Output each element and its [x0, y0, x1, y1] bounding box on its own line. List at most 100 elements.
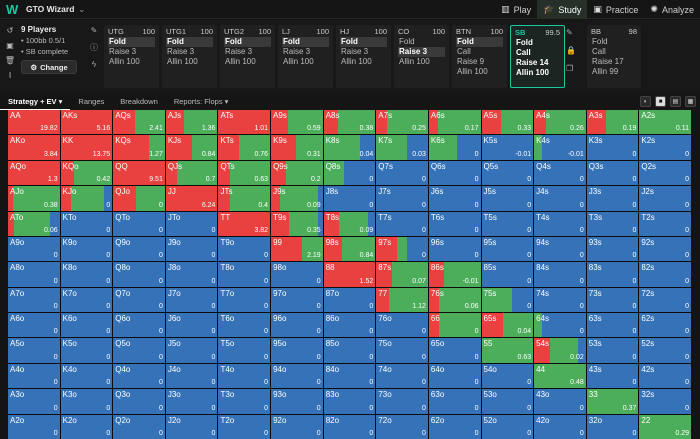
hand-cell[interactable]: T5s 0: [481, 211, 534, 236]
action-option[interactable]: Allin 100: [167, 57, 198, 66]
copy-icon[interactable]: ❐: [566, 64, 574, 73]
hand-cell[interactable]: T5o 0: [218, 338, 271, 363]
tab-0[interactable]: Strategy + EV ▾: [0, 93, 71, 110]
hand-cell[interactable]: T7o 0: [218, 287, 271, 313]
position-co[interactable]: CO 100 Fold Raise 3 Allin 100: [394, 25, 449, 88]
hand-cell[interactable]: 87s 0.07: [376, 262, 428, 287]
hand-cell[interactable]: Q7s 0: [376, 160, 428, 186]
hand-cell[interactable]: J5s 0: [481, 186, 534, 211]
action-option[interactable]: Fold: [399, 37, 415, 46]
nav-analyze[interactable]: ✺ Analyze: [644, 0, 700, 19]
hand-cell[interactable]: 98s 0.84: [323, 236, 376, 262]
hand-cell[interactable]: 52s 0: [639, 338, 691, 363]
hand-cell[interactable]: QJs 0.7: [165, 160, 218, 186]
hand-cell[interactable]: J8o 0: [165, 262, 218, 287]
hand-cell[interactable]: 52o 0: [481, 414, 534, 439]
action-option[interactable]: Fold: [108, 37, 155, 47]
hand-cell[interactable]: QTo 0: [113, 211, 165, 236]
action-option[interactable]: Raise 17: [592, 57, 624, 66]
hand-cell[interactable]: 73s 0: [586, 287, 639, 313]
hand-cell[interactable]: 42o 0: [534, 414, 586, 439]
hand-cell[interactable]: 53s 0: [586, 338, 639, 363]
hand-cell[interactable]: A9s 0.59: [271, 110, 323, 135]
hand-cell[interactable]: A5s 0.33: [481, 110, 534, 135]
position-hj[interactable]: HJ 100 Fold Raise 3 Allin 100: [336, 25, 391, 88]
hand-cell[interactable]: Q4o 0: [113, 363, 165, 389]
hand-cell[interactable]: 86o 0: [323, 313, 376, 338]
hand-cell[interactable]: KK 13.75: [60, 135, 113, 160]
hand-cell[interactable]: 53o 0: [481, 389, 534, 414]
hand-cell[interactable]: K6s 0: [428, 135, 481, 160]
info-icon[interactable]: ⓘ: [90, 43, 98, 52]
tab-3[interactable]: Reports: Flops ▾: [173, 97, 229, 106]
hand-cell[interactable]: K2o 0: [60, 414, 113, 439]
save-icon[interactable]: ▣: [6, 41, 14, 50]
hand-cell[interactable]: Q8s 0: [323, 160, 376, 186]
hand-cell[interactable]: 65o 0: [428, 338, 481, 363]
hand-cell[interactable]: 95o 0: [271, 338, 323, 363]
hand-cell[interactable]: 74s 0: [534, 287, 586, 313]
pencil-icon[interactable]: ✎: [90, 26, 98, 35]
settings-view-icon[interactable]: ◐: [640, 96, 651, 107]
action-option[interactable]: Allin 100: [283, 57, 314, 66]
hand-cell[interactable]: 88 1.52: [323, 262, 376, 287]
hand-cell[interactable]: K5o 0: [60, 338, 113, 363]
hand-cell[interactable]: Q7o 0: [113, 287, 165, 313]
hand-cell[interactable]: 82s 0: [639, 262, 691, 287]
action-option[interactable]: Raise 14: [516, 58, 549, 67]
hand-cell[interactable]: 93s 0: [586, 236, 639, 262]
action-option[interactable]: Call: [516, 48, 531, 57]
hand-cell[interactable]: Q4s 0: [534, 160, 586, 186]
hand-cell[interactable]: K9s 0.31: [271, 135, 323, 160]
hand-cell[interactable]: A2o 0: [8, 414, 60, 439]
hand-cell[interactable]: QQ 9.51: [113, 160, 165, 186]
hand-cell[interactable]: T9s 0.35: [271, 211, 323, 236]
action-option[interactable]: Raise 3: [283, 47, 311, 56]
hand-cell[interactable]: K5s -0.01: [481, 135, 534, 160]
reset-icon[interactable]: ↺: [6, 26, 14, 35]
tab-1[interactable]: Ranges: [78, 97, 105, 106]
hand-cell[interactable]: KTo 0: [60, 211, 113, 236]
split-view-icon[interactable]: ▤: [670, 96, 681, 107]
hand-cell[interactable]: J7s 0: [376, 186, 428, 211]
hand-cell[interactable]: QTs 0.63: [218, 160, 271, 186]
action-option[interactable]: Fold: [592, 37, 608, 46]
hand-cell[interactable]: JJ 6.24: [165, 186, 218, 211]
hand-cell[interactable]: A4o 0: [8, 363, 60, 389]
hand-cell[interactable]: Q9s 0.2: [271, 160, 323, 186]
hand-cell[interactable]: 99 2.19: [271, 236, 323, 262]
action-option[interactable]: Raise 3: [398, 47, 445, 57]
hand-cell[interactable]: 22 0.29: [639, 414, 691, 439]
hand-cell[interactable]: A6s 0.17: [428, 110, 481, 135]
hand-cell[interactable]: KTs 0.76: [218, 135, 271, 160]
hand-cell[interactable]: 72o 0: [376, 414, 428, 439]
hand-cell[interactable]: A5o 0: [8, 338, 60, 363]
hand-cell[interactable]: Q5o 0: [113, 338, 165, 363]
hand-cell[interactable]: JTo 0: [165, 211, 218, 236]
hand-cell[interactable]: 55 0.63: [481, 338, 534, 363]
hand-cell[interactable]: J9o 0: [165, 236, 218, 262]
hand-cell[interactable]: AA 19.82: [8, 110, 60, 135]
action-option[interactable]: Raise 3: [167, 47, 195, 56]
hand-cell[interactable]: 44 0.48: [534, 363, 586, 389]
hand-cell[interactable]: Q8o 0: [113, 262, 165, 287]
hand-cell[interactable]: 77 1.12: [376, 287, 428, 313]
hand-cell[interactable]: 86s -0.01: [428, 262, 481, 287]
hand-cell[interactable]: K9o 0: [60, 236, 113, 262]
hand-cell[interactable]: T7s 0: [376, 211, 428, 236]
action-option[interactable]: Raise 9: [457, 57, 485, 66]
hand-cell[interactable]: K2s 0: [639, 135, 691, 160]
hand-cell[interactable]: T2o 0: [218, 414, 271, 439]
lightning-icon[interactable]: ϟ: [91, 60, 97, 69]
hand-cell[interactable]: 66 0: [428, 313, 481, 338]
hand-cell[interactable]: Q6o 0: [113, 313, 165, 338]
hand-cell[interactable]: J3s 0: [586, 186, 639, 211]
hand-cell[interactable]: K8s 0.04: [323, 135, 376, 160]
hand-cell[interactable]: T8s 0.09: [323, 211, 376, 236]
hand-cell[interactable]: 85s 0: [481, 262, 534, 287]
hand-cell[interactable]: K7s 0.03: [376, 135, 428, 160]
hand-cell[interactable]: JTs 0.4: [218, 186, 271, 211]
hand-cell[interactable]: A6o 0: [8, 313, 60, 338]
hand-cell[interactable]: A7s 0.25: [376, 110, 428, 135]
hand-cell[interactable]: Q6s 0: [428, 160, 481, 186]
